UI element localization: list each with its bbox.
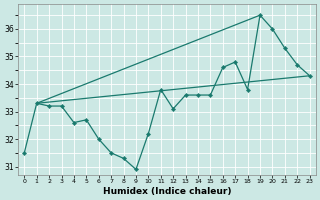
X-axis label: Humidex (Indice chaleur): Humidex (Indice chaleur) xyxy=(103,187,231,196)
